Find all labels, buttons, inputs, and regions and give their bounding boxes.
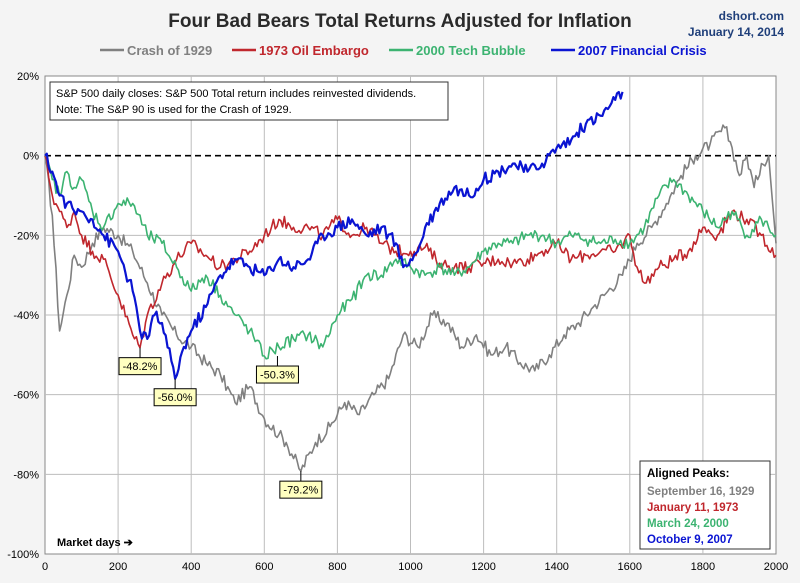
series-line-2007-financial-crisis [44,90,624,380]
aligned-peak-1973: January 11, 1973 [647,502,738,514]
callout-box [279,480,323,499]
x-tick-label: 2000 [764,561,788,573]
legend-label-oil-embargo: 1973 Oil Embargo [259,43,369,58]
chart-title: Four Bad Bears Total Returns Adjusted fo… [168,11,631,32]
y-axis: 20% 0% -20% -40% -60% -80% -100% [7,71,39,561]
callout-box [118,357,162,376]
date-label: January 14, 2014 [688,25,784,39]
callout-label: -50.3% [260,370,295,382]
x-tick-label: 1400 [544,561,568,573]
series-line-2000-tech-bubble [44,154,777,360]
x-axis-label: Market days ➔ [57,537,134,549]
note-box: S&P 500 daily closes: S&P 500 Total retu… [49,81,449,121]
source-label: dshort.com [719,9,784,23]
x-tick-label: 0 [42,561,48,573]
x-axis: 0 200 400 600 800 1000 1200 1400 1600 1800 2000 [42,561,788,573]
series-line-1973-oil-embargo [44,155,777,349]
note-line-1: S&P 500 daily closes: S&P 500 Total retu… [56,88,416,100]
aligned-peaks-box: Aligned Peaks: September 16, 1929 Januar… [639,460,771,550]
aligned-peak-2007: October 9, 2007 [647,534,733,546]
y-tick-label: -60% [13,390,39,402]
x-tick-label: 1000 [398,561,422,573]
y-tick-label: -80% [13,469,39,481]
y-tick-label: -100% [7,549,39,561]
aligned-peaks-frame [639,460,771,550]
callout-box [255,365,299,384]
x-tick-label: 400 [182,561,200,573]
y-tick-label: -40% [13,310,39,322]
callouts: -48.2% -56.0% -50.3% -79.2% [118,347,323,499]
note-line-2: Note: The S&P 90 is used for the Crash o… [56,104,292,116]
x-tick-label: 1200 [471,561,495,573]
x-tick-label: 1800 [691,561,715,573]
y-tick-label: 20% [17,71,39,83]
x-tick-label: 200 [109,561,127,573]
callout-box [153,388,197,407]
aligned-peak-1929: September 16, 1929 [647,486,754,498]
aligned-peaks-heading: Aligned Peaks: [647,468,729,480]
note-box-frame [49,81,449,121]
x-tick-label: 600 [255,561,273,573]
callout-label: -79.2% [283,485,318,497]
x-tick-label: 800 [328,561,346,573]
legend: Crash of 1929 1973 Oil Embargo 2000 Tech… [100,43,707,58]
legend-label-tech-bubble: 2000 Tech Bubble [416,43,526,58]
legend-label-financial-crisis: 2007 Financial Crisis [578,43,707,58]
y-tick-label: -20% [13,230,39,242]
y-tick-label: 0% [23,151,39,163]
legend-label-crash-1929: Crash of 1929 [127,43,212,58]
callout-label: -48.2% [123,361,158,373]
series-line-crash-of-1929 [44,124,777,472]
aligned-peak-2000: March 24, 2000 [647,518,729,530]
x-tick-label: 1600 [618,561,642,573]
series-lines [44,90,777,472]
callout-label: -56.0% [158,392,193,404]
